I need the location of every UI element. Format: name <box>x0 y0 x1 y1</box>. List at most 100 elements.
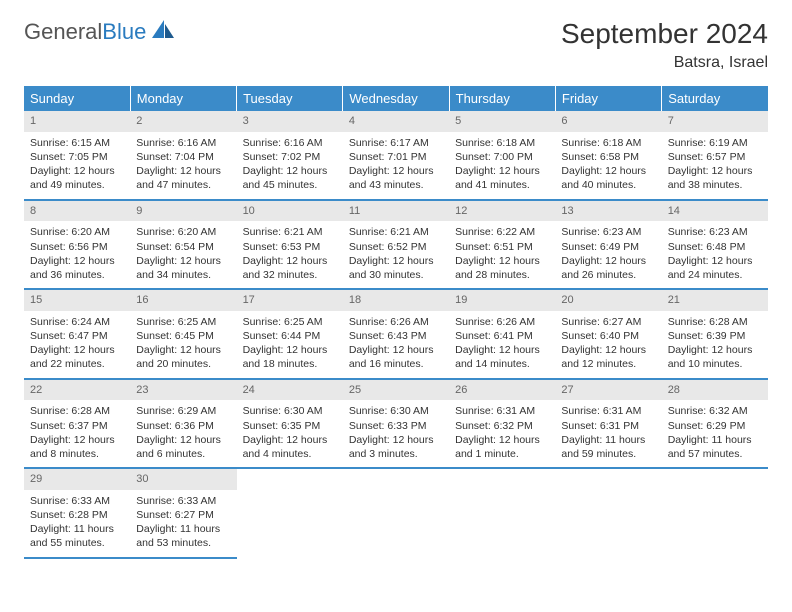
day-sunset: Sunset: 6:57 PM <box>668 150 762 164</box>
day-d2: and 30 minutes. <box>349 268 443 282</box>
day-d2: and 41 minutes. <box>455 178 549 192</box>
day-d1: Daylight: 12 hours <box>349 164 443 178</box>
day-d1: Daylight: 12 hours <box>455 164 549 178</box>
calendar-table: SundayMondayTuesdayWednesdayThursdayFrid… <box>24 86 768 559</box>
calendar-cell: 28Sunrise: 6:32 AMSunset: 6:29 PMDayligh… <box>662 379 768 469</box>
calendar-cell: 8Sunrise: 6:20 AMSunset: 6:56 PMDaylight… <box>24 200 130 290</box>
calendar-cell: 21Sunrise: 6:28 AMSunset: 6:39 PMDayligh… <box>662 289 768 379</box>
day-sunrise: Sunrise: 6:24 AM <box>30 315 124 329</box>
day-d1: Daylight: 12 hours <box>349 343 443 357</box>
day-number: 19 <box>449 290 555 311</box>
day-info: Sunrise: 6:18 AMSunset: 6:58 PMDaylight:… <box>555 132 661 199</box>
day-sunrise: Sunrise: 6:22 AM <box>455 225 549 239</box>
day-d1: Daylight: 12 hours <box>30 433 124 447</box>
day-d2: and 24 minutes. <box>668 268 762 282</box>
day-number: 3 <box>237 111 343 132</box>
calendar-cell: 11Sunrise: 6:21 AMSunset: 6:52 PMDayligh… <box>343 200 449 290</box>
day-d2: and 16 minutes. <box>349 357 443 371</box>
weekday-header: Tuesday <box>237 86 343 111</box>
day-d2: and 45 minutes. <box>243 178 337 192</box>
day-d2: and 49 minutes. <box>30 178 124 192</box>
day-sunset: Sunset: 6:27 PM <box>136 508 230 522</box>
day-d2: and 53 minutes. <box>136 536 230 550</box>
calendar-cell: 17Sunrise: 6:25 AMSunset: 6:44 PMDayligh… <box>237 289 343 379</box>
day-sunset: Sunset: 6:45 PM <box>136 329 230 343</box>
day-info: Sunrise: 6:31 AMSunset: 6:32 PMDaylight:… <box>449 400 555 467</box>
calendar-cell: 13Sunrise: 6:23 AMSunset: 6:49 PMDayligh… <box>555 200 661 290</box>
weekday-header: Friday <box>555 86 661 111</box>
day-number: 1 <box>24 111 130 132</box>
day-sunset: Sunset: 7:00 PM <box>455 150 549 164</box>
day-d2: and 18 minutes. <box>243 357 337 371</box>
weekday-header: Sunday <box>24 86 130 111</box>
day-d2: and 6 minutes. <box>136 447 230 461</box>
calendar-cell: 20Sunrise: 6:27 AMSunset: 6:40 PMDayligh… <box>555 289 661 379</box>
day-number: 21 <box>662 290 768 311</box>
day-info: Sunrise: 6:30 AMSunset: 6:33 PMDaylight:… <box>343 400 449 467</box>
calendar-cell: 23Sunrise: 6:29 AMSunset: 6:36 PMDayligh… <box>130 379 236 469</box>
day-d2: and 59 minutes. <box>561 447 655 461</box>
day-d2: and 4 minutes. <box>243 447 337 461</box>
day-info: Sunrise: 6:15 AMSunset: 7:05 PMDaylight:… <box>24 132 130 199</box>
calendar-cell: 25Sunrise: 6:30 AMSunset: 6:33 PMDayligh… <box>343 379 449 469</box>
day-sunrise: Sunrise: 6:21 AM <box>243 225 337 239</box>
day-d1: Daylight: 12 hours <box>455 433 549 447</box>
day-number: 6 <box>555 111 661 132</box>
day-d2: and 14 minutes. <box>455 357 549 371</box>
day-sunrise: Sunrise: 6:31 AM <box>561 404 655 418</box>
logo: GeneralBlue <box>24 18 176 45</box>
calendar-cell: 15Sunrise: 6:24 AMSunset: 6:47 PMDayligh… <box>24 289 130 379</box>
day-d1: Daylight: 11 hours <box>30 522 124 536</box>
weekday-header: Saturday <box>662 86 768 111</box>
day-info: Sunrise: 6:21 AMSunset: 6:53 PMDaylight:… <box>237 221 343 288</box>
day-sunrise: Sunrise: 6:18 AM <box>455 136 549 150</box>
day-d2: and 28 minutes. <box>455 268 549 282</box>
day-sunset: Sunset: 7:04 PM <box>136 150 230 164</box>
day-sunset: Sunset: 7:01 PM <box>349 150 443 164</box>
header: GeneralBlue September 2024 Batsra, Israe… <box>24 18 768 72</box>
day-sunset: Sunset: 6:53 PM <box>243 240 337 254</box>
calendar-cell: 27Sunrise: 6:31 AMSunset: 6:31 PMDayligh… <box>555 379 661 469</box>
day-sunrise: Sunrise: 6:18 AM <box>561 136 655 150</box>
day-info: Sunrise: 6:20 AMSunset: 6:56 PMDaylight:… <box>24 221 130 288</box>
day-number: 17 <box>237 290 343 311</box>
day-info: Sunrise: 6:33 AMSunset: 6:27 PMDaylight:… <box>130 490 236 557</box>
logo-text: GeneralBlue <box>24 19 146 45</box>
day-info: Sunrise: 6:26 AMSunset: 6:41 PMDaylight:… <box>449 311 555 378</box>
day-sunrise: Sunrise: 6:31 AM <box>455 404 549 418</box>
calendar-cell: 6Sunrise: 6:18 AMSunset: 6:58 PMDaylight… <box>555 111 661 200</box>
day-info: Sunrise: 6:27 AMSunset: 6:40 PMDaylight:… <box>555 311 661 378</box>
location: Batsra, Israel <box>561 54 768 72</box>
day-d1: Daylight: 12 hours <box>561 254 655 268</box>
day-info: Sunrise: 6:29 AMSunset: 6:36 PMDaylight:… <box>130 400 236 467</box>
day-sunset: Sunset: 6:37 PM <box>30 419 124 433</box>
day-number: 24 <box>237 380 343 401</box>
day-d2: and 34 minutes. <box>136 268 230 282</box>
day-sunrise: Sunrise: 6:25 AM <box>243 315 337 329</box>
weekday-header: Wednesday <box>343 86 449 111</box>
calendar-cell: 7Sunrise: 6:19 AMSunset: 6:57 PMDaylight… <box>662 111 768 200</box>
day-sunrise: Sunrise: 6:16 AM <box>243 136 337 150</box>
calendar-cell: 2Sunrise: 6:16 AMSunset: 7:04 PMDaylight… <box>130 111 236 200</box>
month-title: September 2024 <box>561 18 768 50</box>
calendar-cell <box>662 468 768 558</box>
day-sunset: Sunset: 6:29 PM <box>668 419 762 433</box>
day-d2: and 20 minutes. <box>136 357 230 371</box>
day-d1: Daylight: 12 hours <box>30 254 124 268</box>
day-d1: Daylight: 12 hours <box>668 164 762 178</box>
day-d1: Daylight: 12 hours <box>349 254 443 268</box>
calendar-cell: 10Sunrise: 6:21 AMSunset: 6:53 PMDayligh… <box>237 200 343 290</box>
day-sunrise: Sunrise: 6:30 AM <box>243 404 337 418</box>
day-d1: Daylight: 12 hours <box>561 164 655 178</box>
calendar-cell: 24Sunrise: 6:30 AMSunset: 6:35 PMDayligh… <box>237 379 343 469</box>
day-info: Sunrise: 6:26 AMSunset: 6:43 PMDaylight:… <box>343 311 449 378</box>
day-d2: and 36 minutes. <box>30 268 124 282</box>
day-d1: Daylight: 12 hours <box>136 433 230 447</box>
day-sunset: Sunset: 6:58 PM <box>561 150 655 164</box>
day-number: 30 <box>130 469 236 490</box>
day-sunset: Sunset: 6:47 PM <box>30 329 124 343</box>
day-d2: and 47 minutes. <box>136 178 230 192</box>
day-d1: Daylight: 12 hours <box>455 254 549 268</box>
calendar-cell: 30Sunrise: 6:33 AMSunset: 6:27 PMDayligh… <box>130 468 236 558</box>
day-sunrise: Sunrise: 6:27 AM <box>561 315 655 329</box>
